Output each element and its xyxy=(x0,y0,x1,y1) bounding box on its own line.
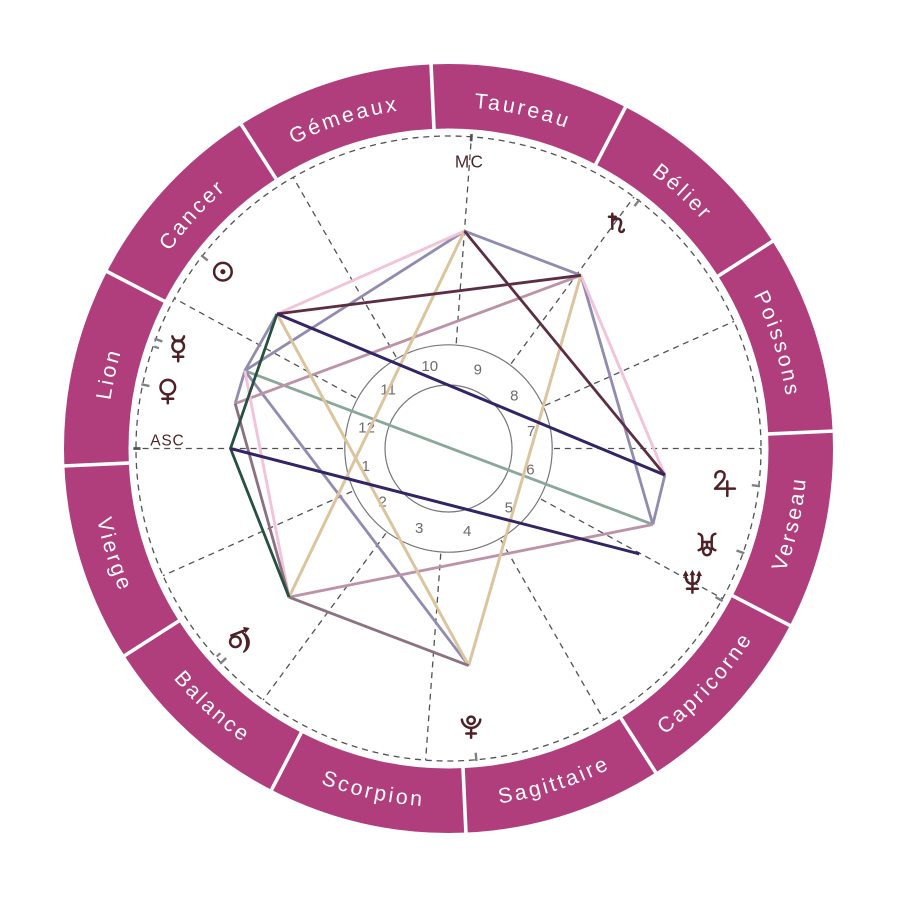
svg-text:9: 9 xyxy=(474,361,482,378)
svg-text:3: 3 xyxy=(415,520,423,537)
svg-text:8: 8 xyxy=(510,388,518,405)
svg-text:4: 4 xyxy=(463,523,471,540)
svg-text:10: 10 xyxy=(421,358,438,375)
svg-text:7: 7 xyxy=(527,423,535,440)
svg-text:1: 1 xyxy=(362,458,370,475)
svg-text:5: 5 xyxy=(505,500,513,517)
svg-text:ASC: ASC xyxy=(150,433,184,450)
svg-text:MC: MC xyxy=(455,152,484,172)
svg-text:2: 2 xyxy=(378,493,386,510)
svg-text:6: 6 xyxy=(526,461,534,478)
